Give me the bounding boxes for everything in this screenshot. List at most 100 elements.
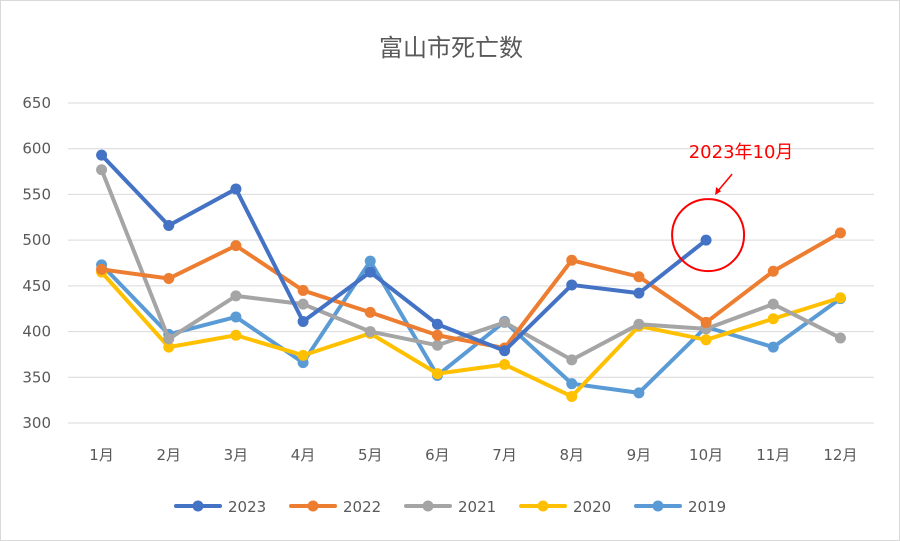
- y-tick-label: 350: [22, 368, 51, 386]
- series-line-2021: [99, 167, 843, 362]
- legend-swatch-marker: [192, 500, 204, 512]
- legend-item-2019: 2019: [634, 498, 726, 516]
- x-tick-label: 8月: [559, 446, 584, 464]
- x-tick-label: 2月: [156, 446, 181, 464]
- data-point-2022: [163, 273, 175, 285]
- series-line-2020: [99, 270, 843, 399]
- legend-label: 2019: [688, 498, 726, 516]
- data-point-2020: [767, 313, 779, 325]
- data-point-2021: [364, 326, 376, 338]
- legend-swatch-marker: [537, 500, 549, 512]
- series-line-2019: [99, 259, 843, 395]
- data-point-2019: [566, 378, 578, 390]
- series-line-2023: [99, 153, 709, 353]
- data-point-2020: [499, 358, 511, 370]
- data-point-2022: [700, 316, 712, 328]
- x-tick-label: 9月: [627, 446, 652, 464]
- x-tick-label: 3月: [224, 446, 249, 464]
- legend-label: 2021: [458, 498, 496, 516]
- legend-swatch-marker: [307, 500, 319, 512]
- data-point-2021: [566, 354, 578, 366]
- annotation-label: 2023年10月: [689, 142, 794, 163]
- data-point-2020: [431, 368, 443, 380]
- data-point-2021: [834, 332, 846, 344]
- data-point-2022: [230, 240, 242, 252]
- legend-item-2020: 2020: [519, 498, 611, 516]
- data-point-2022: [364, 306, 376, 318]
- data-point-2022: [633, 271, 645, 283]
- data-point-2022: [566, 254, 578, 266]
- legend-item-2021: 2021: [404, 498, 496, 516]
- legend-item-2023: 2023: [174, 498, 266, 516]
- legend-item-2022: 2022: [289, 498, 381, 516]
- series-2023: [96, 149, 712, 357]
- annotation: 2023年10月: [671, 142, 794, 273]
- data-point-2019: [230, 311, 242, 323]
- data-point-2023: [364, 266, 376, 278]
- data-point-2021: [633, 318, 645, 330]
- annotation-arrowhead: [715, 187, 722, 196]
- data-point-2021: [431, 339, 443, 351]
- series-lines: [96, 149, 846, 402]
- legend-swatch-marker: [422, 500, 434, 512]
- data-point-2023: [163, 220, 175, 232]
- data-point-2020: [297, 349, 309, 361]
- y-axis-ticks: 300 350 400 450 500 550 600 650: [22, 94, 51, 432]
- data-point-2023: [633, 287, 645, 299]
- y-tick-label: 550: [22, 185, 51, 203]
- data-point-2023: [566, 279, 578, 291]
- data-point-2021: [297, 298, 309, 310]
- x-tick-label: 7月: [492, 446, 517, 464]
- y-tick-label: 500: [22, 231, 51, 249]
- x-axis-ticks: 1月 2月 3月 4月 5月 6月 7月 8月 9月 10月 11月 12月: [89, 446, 857, 464]
- chart-title: 富山市死亡数: [379, 34, 523, 62]
- data-point-2020: [834, 292, 846, 304]
- data-point-2021: [163, 333, 175, 345]
- data-point-2023: [230, 183, 242, 195]
- data-point-2023: [96, 149, 108, 161]
- y-tick-label: 450: [22, 277, 51, 295]
- x-tick-label: 5月: [358, 446, 383, 464]
- legend-label: 2022: [343, 498, 381, 516]
- legend-label: 2023: [228, 498, 266, 516]
- x-tick-label: 12月: [823, 446, 857, 464]
- data-point-2022: [96, 263, 108, 275]
- data-point-2019: [364, 255, 376, 267]
- data-point-2020: [566, 390, 578, 402]
- x-tick-label: 11月: [756, 446, 790, 464]
- highlight-circle: [671, 198, 746, 273]
- x-tick-label: 1月: [89, 446, 114, 464]
- data-point-2023: [297, 316, 309, 328]
- data-point-2021: [499, 316, 511, 328]
- data-point-2022: [767, 265, 779, 277]
- legend-swatch-marker: [652, 500, 664, 512]
- y-tick-label: 400: [22, 323, 51, 341]
- data-point-2022: [431, 329, 443, 341]
- data-point-2019: [633, 387, 645, 399]
- data-point-2020: [700, 334, 712, 346]
- x-tick-label: 4月: [291, 446, 316, 464]
- x-tick-label: 6月: [425, 446, 450, 464]
- data-point-2023: [700, 234, 712, 246]
- legend: 2023 2022 2021 2020 2019: [174, 498, 726, 516]
- data-point-2020: [163, 341, 175, 353]
- x-tick-label: 10月: [689, 446, 723, 464]
- series-2021: [96, 164, 846, 366]
- y-tick-label: 300: [22, 414, 51, 432]
- data-point-2019: [767, 341, 779, 353]
- legend-label: 2020: [573, 498, 611, 516]
- data-point-2023: [499, 345, 511, 357]
- data-point-2023: [431, 318, 443, 330]
- data-point-2022: [297, 284, 309, 296]
- y-tick-label: 600: [22, 140, 51, 158]
- data-point-2020: [230, 329, 242, 341]
- data-point-2021: [96, 164, 108, 176]
- data-point-2022: [834, 227, 846, 239]
- data-point-2021: [230, 290, 242, 302]
- gridlines: [68, 102, 874, 424]
- y-tick-label: 650: [22, 94, 51, 112]
- series-line-2022: [99, 230, 843, 351]
- data-point-2021: [767, 298, 779, 310]
